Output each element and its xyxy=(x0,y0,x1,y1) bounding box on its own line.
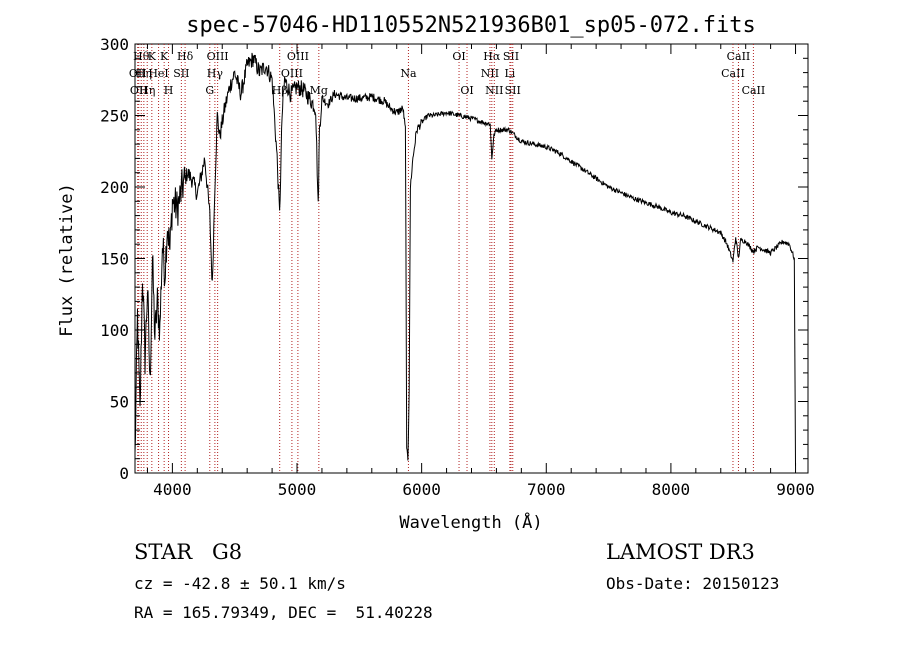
line-label-6: HeI xyxy=(148,67,168,80)
survey-name: LAMOST DR3 xyxy=(606,540,755,564)
line-label-28: CaII xyxy=(727,50,751,63)
line-label-1: OII xyxy=(130,84,148,97)
spectrum-series-line xyxy=(134,52,796,466)
line-label-4: Hη xyxy=(139,84,155,97)
y-tick-label-0: 0 xyxy=(119,464,129,483)
y-tick-label-5: 250 xyxy=(100,107,129,126)
x-tick-label-5: 9000 xyxy=(776,480,815,499)
y-tick-label-1: 50 xyxy=(110,393,129,412)
x-tick-label-1: 5000 xyxy=(278,480,317,499)
line-label-12: Hγ xyxy=(207,67,224,80)
line-label-25: SII xyxy=(503,50,519,63)
line-label-27: CaII xyxy=(721,67,745,80)
line-label-23: NII xyxy=(485,84,503,97)
x-tick-label-3: 7000 xyxy=(527,480,566,499)
line-label-11: G xyxy=(205,84,214,97)
line-label-21: NII xyxy=(481,67,499,80)
observation-date: Obs-Date: 20150123 xyxy=(606,574,780,593)
x-tick-label-4: 8000 xyxy=(652,480,691,499)
line-label-3: Hη xyxy=(136,67,152,80)
line-label-24: Li xyxy=(504,67,515,80)
line-label-0: OII xyxy=(129,67,147,80)
line-label-22: Hα xyxy=(483,50,501,63)
object-class: STAR xyxy=(134,540,193,564)
line-label-5: K xyxy=(148,50,157,63)
redshift-cz: cz = -42.8 ± 50.1 km/s xyxy=(134,574,346,593)
y-tick-label-6: 300 xyxy=(100,35,129,54)
line-label-8: H xyxy=(164,84,174,97)
line-label-20: OI xyxy=(460,84,473,97)
line-label-16: OIII xyxy=(287,50,309,63)
line-label-17: Mg xyxy=(310,84,328,97)
y-tick-label-4: 200 xyxy=(100,178,129,197)
line-label-13: OIII xyxy=(207,50,229,63)
line-label-9: SII xyxy=(173,67,189,80)
line-label-29: CaII xyxy=(742,84,766,97)
x-axis: 4000 5000 6000 7000 8000 9000 xyxy=(146,44,815,499)
line-label-15: OIII xyxy=(281,67,303,80)
y-tick-label-3: 150 xyxy=(100,250,129,269)
x-axis-label: Wavelength (Å) xyxy=(399,511,542,533)
y-axis-label: Flux (relative) xyxy=(57,183,77,337)
y-axis: 0 50 100 150 200 250 300 xyxy=(100,35,808,483)
y-tick-label-2: 100 xyxy=(100,321,129,340)
line-label-14: Hβ xyxy=(272,84,288,97)
chart-title: spec-57046-HD110552N521936B01_sp05-072.f… xyxy=(186,13,756,38)
line-label-10: Hδ xyxy=(177,50,194,63)
line-label-18: Na xyxy=(400,67,417,80)
object-subclass: G8 xyxy=(212,540,243,564)
x-tick-label-2: 6000 xyxy=(402,480,441,499)
line-label-7: K xyxy=(160,50,169,63)
plot-frame xyxy=(134,43,809,474)
line-label-19: OI xyxy=(452,50,465,63)
ra-dec: RA = 165.79349, DEC = 51.40228 xyxy=(134,603,433,622)
x-tick-label-0: 4000 xyxy=(153,480,192,499)
line-label-2: Hθ xyxy=(133,50,150,63)
line-label-26: SII xyxy=(505,84,521,97)
